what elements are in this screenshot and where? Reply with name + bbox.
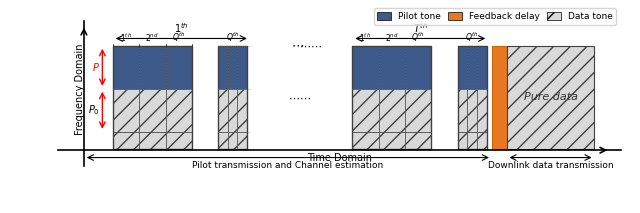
Text: $Q^{th}$: $Q^{th}$ — [412, 31, 425, 44]
FancyBboxPatch shape — [405, 132, 431, 149]
FancyBboxPatch shape — [477, 132, 486, 149]
FancyBboxPatch shape — [353, 46, 379, 89]
FancyBboxPatch shape — [353, 132, 379, 149]
FancyBboxPatch shape — [237, 132, 247, 149]
X-axis label: Time Domain: Time Domain — [307, 153, 372, 163]
FancyBboxPatch shape — [166, 132, 192, 149]
FancyBboxPatch shape — [218, 46, 228, 89]
FancyBboxPatch shape — [477, 46, 486, 89]
FancyBboxPatch shape — [353, 89, 379, 132]
FancyBboxPatch shape — [237, 89, 247, 132]
FancyBboxPatch shape — [458, 132, 467, 149]
Text: $2^{nd}$: $2^{nd}$ — [385, 32, 399, 44]
FancyBboxPatch shape — [113, 89, 139, 132]
FancyBboxPatch shape — [228, 89, 237, 132]
FancyBboxPatch shape — [228, 132, 237, 149]
Text: Downlink data transmission: Downlink data transmission — [488, 161, 613, 170]
Text: $P$: $P$ — [92, 61, 100, 73]
Text: $\cdots$: $\cdots$ — [291, 39, 303, 52]
Text: $1^{th}$: $1^{th}$ — [174, 22, 189, 35]
FancyBboxPatch shape — [166, 46, 192, 89]
FancyBboxPatch shape — [139, 132, 166, 149]
FancyBboxPatch shape — [379, 46, 405, 89]
FancyBboxPatch shape — [139, 89, 166, 132]
FancyBboxPatch shape — [467, 89, 477, 132]
FancyBboxPatch shape — [405, 89, 431, 132]
FancyBboxPatch shape — [492, 46, 507, 149]
FancyBboxPatch shape — [379, 89, 405, 132]
FancyBboxPatch shape — [139, 46, 166, 89]
FancyBboxPatch shape — [237, 46, 247, 89]
FancyBboxPatch shape — [218, 89, 228, 132]
Text: $T^{th}$: $T^{th}$ — [413, 22, 428, 35]
FancyBboxPatch shape — [507, 46, 595, 149]
Legend: Pilot tone, Feedback delay, Data tone: Pilot tone, Feedback delay, Data tone — [374, 9, 616, 25]
FancyBboxPatch shape — [218, 132, 228, 149]
Text: $\cdots\cdots$: $\cdots\cdots$ — [288, 92, 311, 102]
Text: $1^{th}$: $1^{th}$ — [360, 32, 372, 44]
Text: $Q^{th}$: $Q^{th}$ — [172, 31, 186, 44]
FancyBboxPatch shape — [467, 132, 477, 149]
Text: $P_0$: $P_0$ — [88, 103, 100, 117]
FancyBboxPatch shape — [113, 132, 139, 149]
FancyBboxPatch shape — [467, 46, 477, 89]
FancyBboxPatch shape — [113, 46, 139, 89]
Text: $Q^{th}$: $Q^{th}$ — [226, 31, 239, 44]
FancyBboxPatch shape — [458, 46, 467, 89]
FancyBboxPatch shape — [458, 89, 467, 132]
FancyBboxPatch shape — [477, 89, 486, 132]
Text: $2^{nd}$: $2^{nd}$ — [145, 32, 159, 44]
Text: $1^{th}$: $1^{th}$ — [120, 32, 132, 44]
FancyBboxPatch shape — [379, 132, 405, 149]
Text: $\cdots\cdots$: $\cdots\cdots$ — [299, 40, 322, 50]
FancyBboxPatch shape — [405, 46, 431, 89]
Text: Pure data: Pure data — [524, 92, 577, 102]
Text: Pilot transmission and Channel estimation: Pilot transmission and Channel estimatio… — [192, 161, 383, 170]
FancyBboxPatch shape — [166, 89, 192, 132]
Text: $Q^{th}$: $Q^{th}$ — [465, 31, 479, 44]
FancyBboxPatch shape — [228, 46, 237, 89]
Text: Frequency Domain: Frequency Domain — [75, 43, 84, 135]
